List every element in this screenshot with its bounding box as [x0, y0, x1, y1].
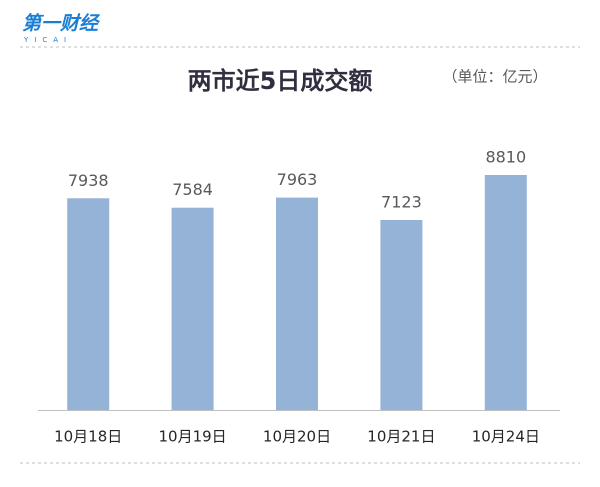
value-label: 8810	[485, 148, 526, 167]
x-tick-label: 10月21日	[367, 428, 435, 446]
bar	[276, 197, 318, 410]
logo-name: 第一财经	[22, 13, 101, 35]
bar	[67, 198, 110, 410]
logo-sub: YICAI	[23, 36, 72, 44]
bar	[171, 207, 214, 410]
value-label: 7938	[68, 171, 109, 190]
x-tick-label: 10月20日	[263, 428, 331, 446]
value-label: 7963	[277, 170, 318, 189]
value-label: 7584	[172, 180, 213, 199]
value-label: 7123	[381, 192, 422, 211]
chart-title: 两市近5日成交额	[188, 67, 373, 95]
bar	[484, 175, 527, 410]
x-tick-label: 10月18日	[54, 428, 122, 446]
bar	[380, 219, 423, 410]
chart-subtitle: （单位：亿元）	[442, 68, 547, 86]
x-tick-label: 10月19日	[159, 428, 227, 446]
x-tick-label: 10月24日	[472, 428, 540, 446]
